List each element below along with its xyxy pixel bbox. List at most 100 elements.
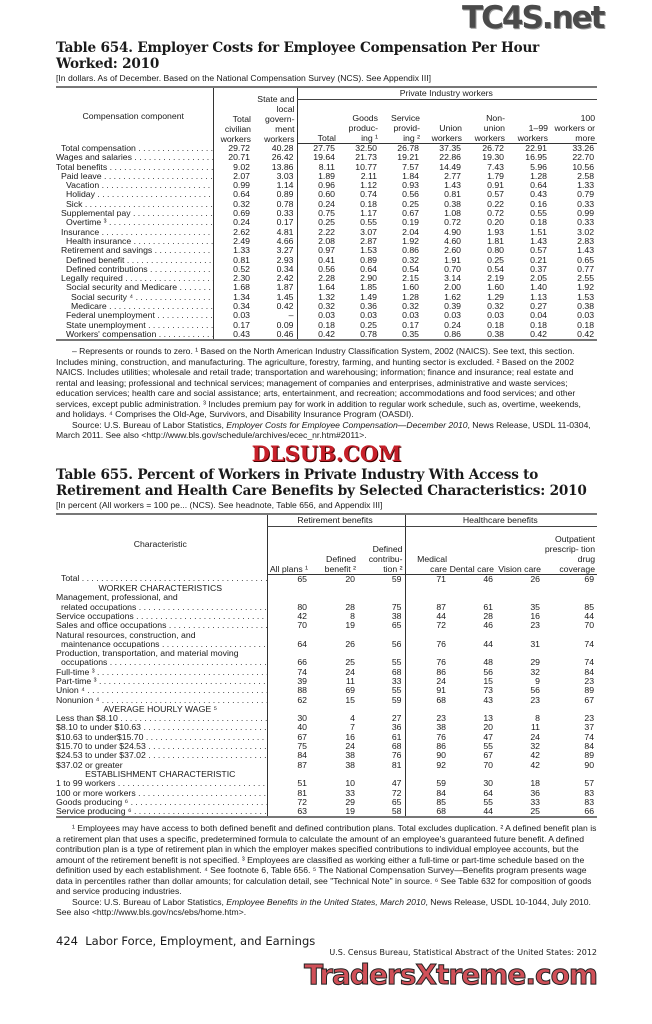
cell-value: 0.72 bbox=[444, 217, 461, 228]
cell-value: 87 bbox=[266, 760, 310, 770]
cell-value: 24 bbox=[345, 741, 355, 752]
cell-value: 1.92 bbox=[402, 235, 419, 246]
cell-value: 61 bbox=[391, 731, 402, 742]
row-label: $37.02 or greater bbox=[56, 760, 123, 770]
table-row: Legally required2.30 2.422.28 2.90 2.15 3.14… bbox=[56, 273, 597, 284]
row-label: Overtime ³ bbox=[66, 218, 213, 228]
cell-value: 13.86 bbox=[271, 161, 294, 172]
cell-value: 90 bbox=[404, 751, 450, 761]
header-total-civilian: Total civilian workers bbox=[212, 87, 253, 144]
table-655-headnote: [In percent (All workers = 100 pe... (NC… bbox=[56, 499, 383, 510]
cell-value: 8 bbox=[350, 610, 355, 621]
cell-value: 3.14 bbox=[444, 273, 461, 284]
cell-value: 0.19 bbox=[402, 217, 419, 228]
cell-value: 74 bbox=[584, 638, 595, 649]
table-row: Medicare0.340.420.320.360.320.390.320.27… bbox=[56, 301, 597, 312]
row-label: Defined contributions bbox=[66, 264, 213, 274]
cell-value: 2.55 bbox=[577, 273, 595, 284]
cell-value: 61 bbox=[483, 601, 494, 612]
cell-value: 36 bbox=[391, 722, 402, 733]
cell-value: 65 bbox=[391, 796, 402, 807]
header-characteristic: Characteristic bbox=[133, 539, 187, 550]
cell-value: 2.04 bbox=[402, 226, 419, 237]
column-header: Defined contribu- tion ² bbox=[358, 526, 406, 575]
cell-value: 0.21 bbox=[530, 254, 547, 265]
footer-publication: U.S. Census Bureau, Statistical Abstract… bbox=[329, 947, 597, 957]
cell-value: 38 bbox=[345, 759, 355, 770]
row-label: WORKER CHARACTERISTICS bbox=[98, 583, 223, 594]
cell-value: 76 bbox=[404, 732, 450, 743]
cell-value: 10 bbox=[345, 778, 355, 789]
cell-value: 0.64 bbox=[212, 190, 253, 200]
cell-value: 68 bbox=[391, 741, 402, 752]
cell-value: 32 bbox=[530, 666, 541, 677]
cell-value: 40 bbox=[266, 723, 310, 733]
table-row: Defined benefit0.81 2.930.41 0.89 0.32 1.91 0… bbox=[56, 254, 597, 265]
cell-value bbox=[404, 584, 450, 594]
cell-value bbox=[496, 584, 543, 593]
cell-value: 24 bbox=[530, 731, 541, 742]
cell-value: 0.36 bbox=[360, 301, 377, 312]
cell-value: 0.17 bbox=[402, 319, 419, 330]
cell-value: 24 bbox=[345, 666, 355, 677]
source-prefix: Source: U.S. Bureau of Labor Statistics, bbox=[72, 896, 227, 907]
cell-value bbox=[266, 630, 310, 640]
cell-value: 1.93 bbox=[487, 226, 504, 237]
cell-value: 0.60 bbox=[296, 190, 338, 200]
cell-value: 33.26 bbox=[572, 143, 595, 153]
cell-value: 0.81 bbox=[444, 189, 461, 200]
cell-value: 33 bbox=[391, 676, 402, 686]
cell-value: 0.52 bbox=[212, 264, 253, 275]
watermark-bottom: TradersXtreme.com bbox=[304, 957, 599, 991]
cell-value: 87 bbox=[404, 602, 450, 612]
row-label: Total bbox=[61, 574, 267, 584]
cell-value: 35 bbox=[530, 601, 541, 612]
row-label: Sales and office occupations bbox=[56, 621, 267, 631]
table-row: State unemployment0.170.090.180.250.170.… bbox=[56, 319, 597, 330]
cell-value bbox=[404, 649, 450, 659]
cell-value: 74 bbox=[584, 731, 595, 742]
cell-value: 44 bbox=[483, 638, 494, 649]
row-label: Holiday bbox=[66, 190, 213, 200]
cell-value bbox=[404, 704, 450, 715]
cell-value: 0.72 bbox=[487, 208, 504, 219]
cell-value: 58 bbox=[391, 806, 402, 817]
cell-value: 0.39 bbox=[444, 301, 461, 312]
cell-value: 32 bbox=[530, 741, 541, 752]
cell-value: 25 bbox=[345, 657, 355, 668]
cell-value: 0.57 bbox=[530, 245, 547, 256]
cell-value: 1.79 bbox=[487, 170, 504, 181]
cell-value bbox=[449, 584, 496, 593]
cell-value: 1.29 bbox=[487, 291, 504, 302]
table-654-footnotes: – Represents or rounds to zero. ¹ Based … bbox=[56, 346, 581, 420]
column-header: Dental care bbox=[449, 526, 497, 575]
row-label: ESTABLISHMENT CHARACTERISTIC bbox=[85, 768, 236, 779]
table-row: Defined contributions0.52 0.340.56 0.64 0.5… bbox=[56, 263, 597, 275]
cell-value: 0.42 bbox=[530, 328, 547, 339]
table-654-title: Table 654. Employer Costs for Employee C… bbox=[56, 40, 540, 72]
header-state-local: State and local govern- ment workers bbox=[257, 93, 295, 144]
row-label: Retirement and savings bbox=[61, 246, 213, 256]
cell-value: 0.54 bbox=[402, 263, 419, 274]
table-row: AVERAGE HOURLY WAGE ⁵ bbox=[56, 704, 597, 715]
cell-value: 0.42 bbox=[276, 301, 294, 312]
cell-value: 0.41 bbox=[296, 255, 338, 265]
cell-value: 59 bbox=[404, 778, 450, 789]
cell-value: 0.03 bbox=[577, 310, 595, 321]
cell-value: 1.43 bbox=[444, 180, 461, 191]
cell-value: 19 bbox=[345, 620, 355, 631]
cell-value: 4 bbox=[350, 713, 355, 724]
row-label: occupations bbox=[61, 658, 267, 668]
cell-value: 72 bbox=[404, 620, 450, 631]
row-label: Health insurance bbox=[66, 236, 213, 246]
cell-value: 0.75 bbox=[296, 208, 338, 219]
cell-value: 0.81 bbox=[212, 255, 253, 265]
cell-value: 8.11 bbox=[296, 162, 338, 172]
cell-value bbox=[266, 593, 310, 603]
cell-value: 0.46 bbox=[276, 328, 294, 339]
